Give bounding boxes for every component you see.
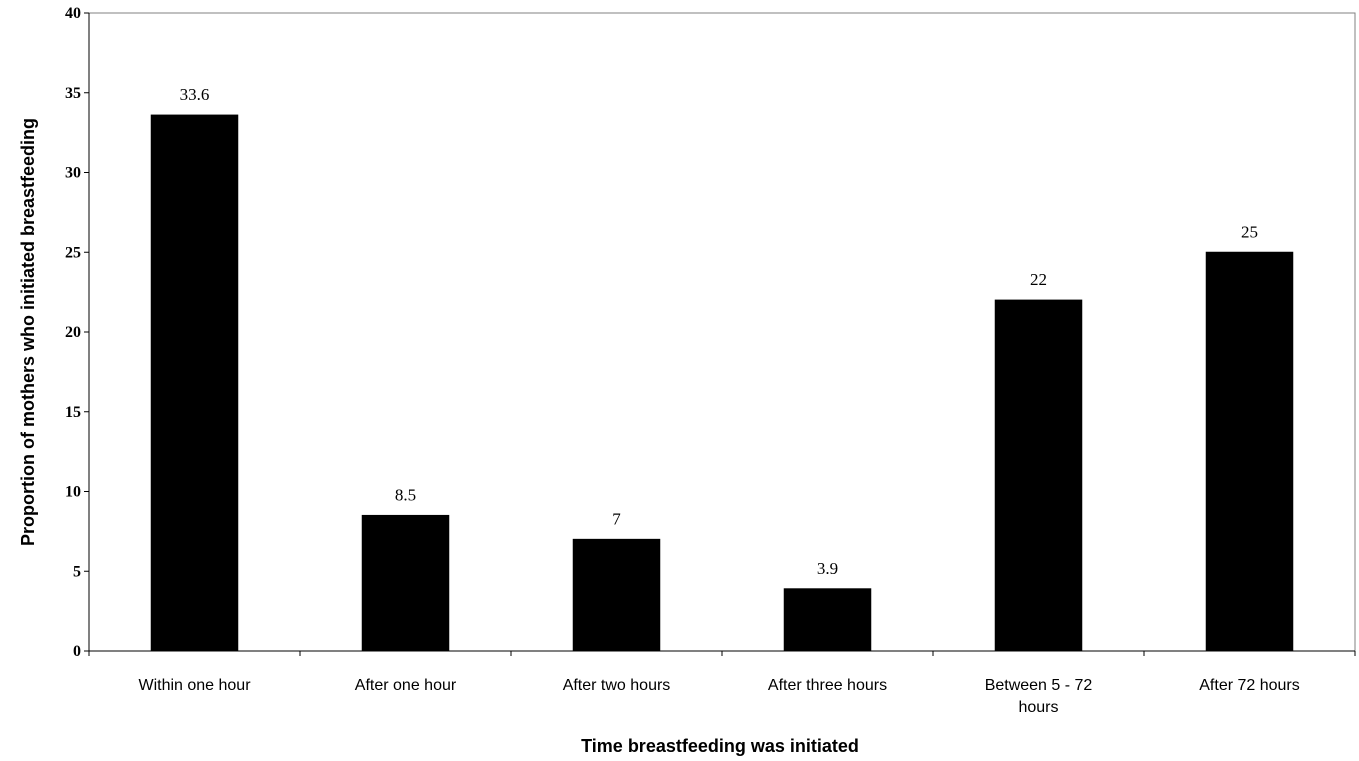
x-tick-label: After one hour <box>355 677 457 694</box>
x-tick-label: Between 5 - 72 hours <box>985 677 1093 716</box>
x-tick-label-line: hours <box>1018 699 1058 716</box>
x-tick-label: After two hours <box>563 677 671 694</box>
y-tick-label: 20 <box>65 324 81 341</box>
x-tick-label-line: After two hours <box>563 677 671 694</box>
plot-frame <box>88 12 1356 652</box>
bar-value-label: 8.5 <box>395 485 416 504</box>
x-tick-label: Within one hour <box>138 677 251 694</box>
bar-value-label: 7 <box>612 509 621 528</box>
y-tick-label: 40 <box>65 5 81 22</box>
x-tick-label: After three hours <box>768 677 887 694</box>
y-tick-label: 35 <box>65 85 81 102</box>
x-tick-label-line: Within one hour <box>138 677 251 694</box>
bar-value-label: 33.6 <box>180 85 210 104</box>
bar <box>150 114 239 652</box>
x-tick-label-line: After three hours <box>768 677 887 694</box>
y-tick-label: 10 <box>65 484 81 501</box>
data-labels: 33.6 8.5 7 3.9 22 25 <box>180 85 1258 578</box>
x-axis-title: Time breastfeeding was initiated <box>581 736 859 756</box>
y-tick-label: 0 <box>73 643 81 660</box>
bar-value-label: 25 <box>1241 222 1258 241</box>
bar <box>572 538 661 652</box>
bar-value-label: 22 <box>1030 270 1047 289</box>
bar <box>361 514 450 652</box>
y-tick-label: 15 <box>65 404 81 421</box>
y-axis-ticks: 0 5 10 15 20 25 30 35 40 <box>65 5 89 660</box>
x-tick-label: After 72 hours <box>1199 677 1300 694</box>
plot-area <box>88 12 1356 652</box>
x-axis-ticks: Within one hour After one hour After two h… <box>88 651 1356 716</box>
bars <box>150 114 1294 652</box>
x-tick-label-line: After one hour <box>355 677 457 694</box>
y-axis-title: Proportion of mothers who initiated brea… <box>18 118 38 546</box>
bar <box>1205 251 1294 652</box>
bar <box>783 588 872 652</box>
bar <box>994 299 1083 652</box>
x-tick-label-line: After 72 hours <box>1199 677 1300 694</box>
y-tick-label: 30 <box>65 165 81 182</box>
y-tick-label: 25 <box>65 244 81 261</box>
bar-value-label: 3.9 <box>817 559 838 578</box>
y-tick-label: 5 <box>73 563 81 580</box>
x-tick-label-line: Between 5 - 72 <box>985 677 1093 694</box>
